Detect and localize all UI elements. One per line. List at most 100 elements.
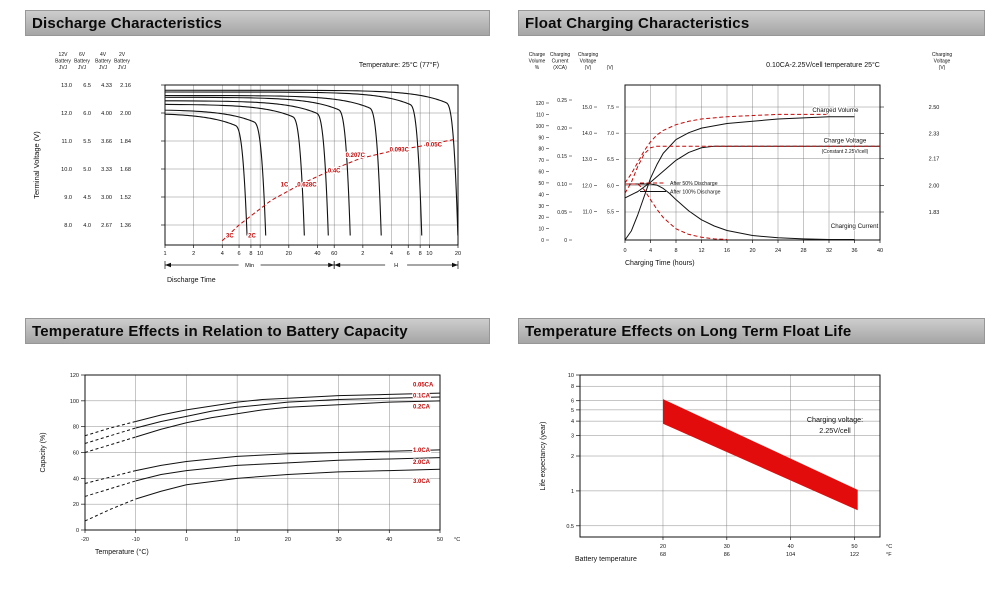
svg-text:13.0: 13.0: [582, 157, 592, 163]
svg-text:1C: 1C: [281, 183, 289, 189]
svg-text:0.093C: 0.093C: [390, 148, 410, 154]
svg-text:12V: 12V: [59, 52, 69, 58]
svg-text:After 100% Discharge: After 100% Discharge: [670, 190, 721, 196]
svg-text:7.5: 7.5: [607, 105, 614, 111]
svg-text:10: 10: [568, 373, 574, 379]
svg-text:0.5: 0.5: [566, 524, 574, 530]
svg-text:4: 4: [571, 419, 574, 425]
panel-float-life: Temperature Effects on Long Term Float L…: [518, 318, 985, 576]
svg-text:15.0: 15.0: [582, 105, 592, 111]
svg-text:12.0: 12.0: [582, 183, 592, 189]
svg-text:4: 4: [390, 251, 393, 257]
svg-text:20: 20: [660, 544, 666, 550]
svg-text:3.0CA: 3.0CA: [413, 479, 431, 485]
svg-text:JVJ: JVJ: [99, 65, 108, 71]
svg-text:4: 4: [649, 248, 652, 254]
svg-text:50: 50: [851, 544, 857, 550]
svg-text:36: 36: [851, 248, 857, 254]
svg-text:H: H: [394, 263, 398, 269]
svg-text:50: 50: [437, 537, 443, 543]
svg-text:1.83: 1.83: [929, 210, 940, 216]
svg-text:6: 6: [237, 251, 240, 257]
svg-text:5.5: 5.5: [607, 209, 614, 215]
svg-text:4.0: 4.0: [83, 223, 91, 229]
svg-text:Battery: Battery: [55, 58, 71, 64]
svg-text:°F: °F: [886, 552, 892, 558]
svg-text:10: 10: [257, 251, 263, 257]
svg-text:Charging: Charging: [550, 52, 571, 58]
svg-text:11.0: 11.0: [62, 139, 72, 145]
svg-text:Battery: Battery: [74, 58, 90, 64]
svg-text:Charging: Charging: [578, 52, 599, 58]
svg-text:Battery: Battery: [114, 58, 130, 64]
svg-text:3: 3: [571, 434, 574, 440]
svg-text:(V): (V): [607, 65, 614, 71]
svg-text:2: 2: [361, 251, 364, 257]
svg-text:28: 28: [800, 248, 806, 254]
svg-text:(Constant 2.25V/cell): (Constant 2.25V/cell): [822, 149, 869, 155]
svg-text:0.05C: 0.05C: [426, 142, 443, 148]
svg-text:°C: °C: [454, 537, 460, 543]
svg-text:32: 32: [826, 248, 832, 254]
svg-text:10: 10: [234, 537, 240, 543]
svg-text:Charging Time (hours): Charging Time (hours): [625, 260, 695, 267]
svg-text:4.5: 4.5: [83, 195, 91, 201]
svg-text:3.66: 3.66: [101, 139, 112, 145]
svg-text:40: 40: [788, 544, 794, 550]
svg-text:0.05CA: 0.05CA: [413, 383, 434, 389]
svg-text:80: 80: [538, 147, 544, 153]
svg-text:50: 50: [538, 181, 544, 187]
svg-text:7.0: 7.0: [607, 131, 614, 137]
svg-text:Capacity (%): Capacity (%): [40, 432, 47, 472]
svg-text:8: 8: [571, 384, 574, 390]
svg-text:2.50: 2.50: [929, 105, 940, 111]
svg-text:100: 100: [70, 399, 79, 405]
svg-text:1: 1: [163, 251, 166, 257]
panel-float-charging: Float Charging Characteristics 0 4 8 12 16 20…: [518, 10, 985, 278]
svg-text:2.17: 2.17: [929, 157, 940, 163]
svg-text:60: 60: [538, 170, 544, 176]
svg-text:12.0: 12.0: [61, 111, 72, 117]
svg-text:40: 40: [538, 192, 544, 198]
svg-text:8: 8: [249, 251, 252, 257]
svg-text:40: 40: [386, 537, 392, 543]
svg-text:60: 60: [331, 251, 337, 257]
svg-text:0.10CA-2.25V/cell temperature: 0.10CA-2.25V/cell temperature 25°C: [766, 61, 880, 69]
svg-text:2C: 2C: [248, 233, 256, 239]
svg-text:1.52: 1.52: [120, 195, 131, 201]
svg-text:1.36: 1.36: [120, 223, 131, 229]
svg-text:0.25: 0.25: [557, 98, 567, 104]
svg-text:Charged Volume: Charged Volume: [812, 107, 859, 114]
svg-text:0: 0: [185, 537, 188, 543]
svg-text:Charging voltage:: Charging voltage:: [807, 415, 863, 424]
svg-text:1: 1: [571, 489, 574, 495]
svg-text:10.0: 10.0: [61, 167, 72, 173]
svg-text:(XCA): (XCA): [553, 65, 567, 71]
svg-text:°C: °C: [886, 544, 892, 550]
svg-text:2: 2: [571, 454, 574, 460]
svg-text:3.33: 3.33: [101, 167, 112, 173]
svg-text:Charge Voltage: Charge Voltage: [824, 137, 867, 144]
svg-text:60: 60: [73, 451, 79, 457]
svg-text:20: 20: [73, 502, 79, 508]
svg-text:20: 20: [538, 215, 544, 221]
svg-text:2.00: 2.00: [929, 183, 940, 189]
svg-text:20: 20: [286, 251, 292, 257]
svg-text:70: 70: [538, 158, 544, 164]
svg-text:40: 40: [314, 251, 320, 257]
svg-text:122: 122: [850, 552, 859, 558]
svg-text:10: 10: [426, 251, 432, 257]
svg-text:8: 8: [419, 251, 422, 257]
svg-text:-20: -20: [81, 537, 89, 543]
svg-text:Battery: Battery: [95, 58, 111, 64]
svg-text:0.628C: 0.628C: [297, 183, 317, 189]
svg-text:(V): (V): [585, 65, 592, 71]
svg-text:Life expectancy (year): Life expectancy (year): [540, 422, 547, 491]
svg-text:Temperature: 25°C (77°F): Temperature: 25°C (77°F): [359, 61, 439, 69]
svg-text:20: 20: [285, 537, 291, 543]
svg-text:4.33: 4.33: [101, 83, 112, 89]
panel-discharge: Discharge Characteristics 12V Battery JVJ 1…: [25, 10, 490, 294]
svg-text:0.20: 0.20: [557, 126, 567, 132]
svg-text:104: 104: [786, 552, 795, 558]
svg-text:(V): (V): [939, 65, 946, 71]
